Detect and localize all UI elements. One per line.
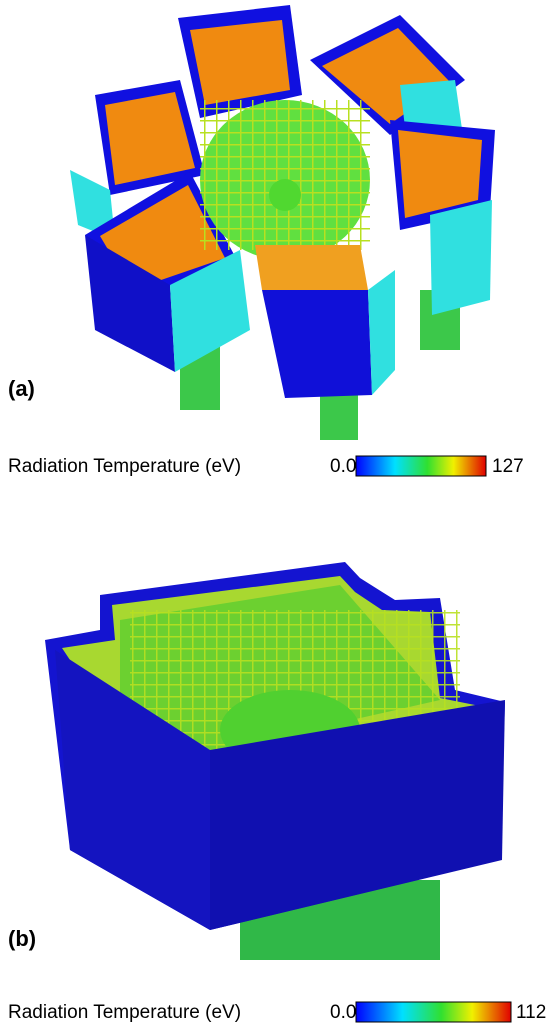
colorbar-title: Radiation Temperature (eV) [8, 456, 241, 477]
figure: (a) Radiation Temperature (eV) 0.0 127 (… [0, 0, 557, 1027]
colorbar-max: 127 [492, 456, 524, 477]
panel-label: (b) [8, 926, 36, 951]
colorbar-min: 0.0 [330, 1002, 356, 1023]
panel-label: (a) [8, 376, 35, 401]
colorbar [356, 456, 486, 476]
render-a [70, 5, 495, 440]
colorbar-max: 112 [516, 1002, 546, 1023]
render-b [45, 562, 505, 960]
colorbar-min: 0.0 [330, 456, 356, 477]
colorbar [356, 1002, 511, 1022]
colorbar-title: Radiation Temperature (eV) [8, 1002, 241, 1023]
